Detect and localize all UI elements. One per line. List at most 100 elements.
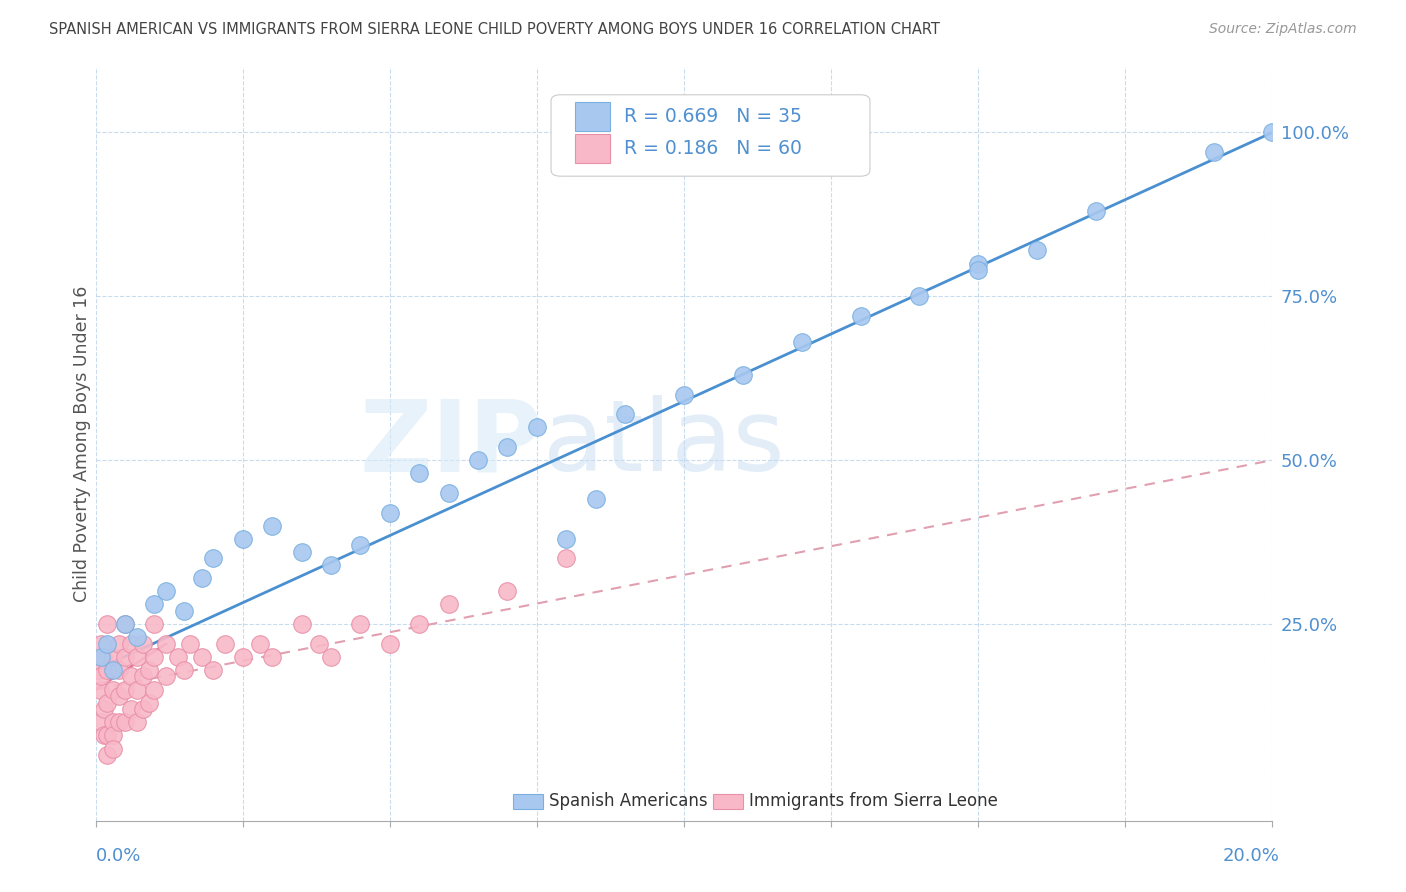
Point bbox=[319, 649, 342, 664]
Point bbox=[103, 728, 125, 742]
Point bbox=[349, 538, 371, 552]
Point bbox=[96, 617, 118, 632]
Point bbox=[262, 649, 284, 664]
Point bbox=[114, 617, 136, 632]
Text: ZIP: ZIP bbox=[360, 395, 543, 492]
Point bbox=[120, 669, 142, 683]
Y-axis label: Child Poverty Among Boys Under 16: Child Poverty Among Boys Under 16 bbox=[73, 285, 91, 602]
Point bbox=[585, 492, 607, 507]
Point bbox=[496, 440, 519, 454]
Point bbox=[202, 663, 225, 677]
Bar bbox=[575, 134, 610, 162]
Point bbox=[108, 663, 131, 677]
Point bbox=[1261, 125, 1284, 139]
Point bbox=[167, 649, 190, 664]
Point bbox=[138, 663, 160, 677]
Point bbox=[1202, 145, 1225, 160]
Point bbox=[308, 637, 330, 651]
Point bbox=[555, 551, 578, 566]
Point bbox=[496, 584, 519, 599]
Point bbox=[103, 649, 125, 664]
Point bbox=[108, 637, 131, 651]
Point bbox=[232, 532, 254, 546]
Point bbox=[290, 545, 312, 559]
Point bbox=[155, 637, 177, 651]
Text: atlas: atlas bbox=[543, 395, 785, 492]
Point bbox=[378, 506, 401, 520]
Point bbox=[1026, 244, 1049, 258]
Point bbox=[103, 682, 125, 697]
Point bbox=[91, 649, 114, 664]
Point bbox=[125, 630, 148, 644]
Text: Spanish Americans: Spanish Americans bbox=[548, 792, 707, 810]
Point bbox=[90, 637, 112, 651]
Point bbox=[673, 387, 696, 401]
Point bbox=[90, 649, 112, 664]
Point bbox=[120, 702, 142, 716]
Point bbox=[555, 532, 578, 546]
Point bbox=[96, 663, 118, 677]
Point bbox=[731, 368, 754, 382]
FancyBboxPatch shape bbox=[551, 95, 870, 177]
Point bbox=[96, 637, 118, 651]
Point bbox=[173, 663, 195, 677]
Point bbox=[408, 467, 430, 481]
Point bbox=[155, 669, 177, 683]
Text: R = 0.186   N = 60: R = 0.186 N = 60 bbox=[624, 139, 801, 158]
Point bbox=[249, 637, 271, 651]
Text: Source: ZipAtlas.com: Source: ZipAtlas.com bbox=[1209, 22, 1357, 37]
Point bbox=[290, 617, 312, 632]
Point bbox=[967, 263, 990, 277]
Point bbox=[103, 663, 125, 677]
Text: Immigrants from Sierra Leone: Immigrants from Sierra Leone bbox=[749, 792, 998, 810]
Point bbox=[93, 728, 115, 742]
Bar bbox=[513, 794, 543, 808]
Point bbox=[93, 702, 115, 716]
Point bbox=[96, 748, 118, 763]
Point bbox=[526, 420, 548, 434]
Point bbox=[114, 682, 136, 697]
Point bbox=[131, 637, 153, 651]
Point bbox=[190, 649, 212, 664]
Point bbox=[138, 696, 160, 710]
Point bbox=[262, 518, 284, 533]
Point bbox=[908, 289, 931, 303]
Text: R = 0.669   N = 35: R = 0.669 N = 35 bbox=[624, 107, 801, 126]
Bar bbox=[713, 794, 742, 808]
Point bbox=[87, 663, 110, 677]
Point bbox=[131, 669, 153, 683]
Point bbox=[790, 335, 813, 350]
Point bbox=[131, 702, 153, 716]
Point bbox=[614, 407, 637, 421]
Point bbox=[967, 256, 990, 270]
Point bbox=[143, 682, 166, 697]
Text: 0.0%: 0.0% bbox=[96, 847, 141, 865]
Point bbox=[125, 682, 148, 697]
Point bbox=[408, 617, 430, 632]
Point bbox=[179, 637, 201, 651]
Point bbox=[202, 551, 225, 566]
Point bbox=[155, 584, 177, 599]
Point bbox=[103, 741, 125, 756]
Point bbox=[849, 309, 872, 323]
Point bbox=[437, 598, 460, 612]
Point bbox=[108, 715, 131, 730]
Point bbox=[89, 682, 111, 697]
Text: 20.0%: 20.0% bbox=[1223, 847, 1279, 865]
Point bbox=[349, 617, 371, 632]
Point bbox=[125, 715, 148, 730]
Point bbox=[378, 637, 401, 651]
Point bbox=[190, 571, 212, 585]
Point bbox=[90, 669, 112, 683]
Point bbox=[173, 604, 195, 618]
Point bbox=[114, 649, 136, 664]
Point bbox=[214, 637, 236, 651]
Point bbox=[232, 649, 254, 664]
Point bbox=[96, 728, 118, 742]
Point bbox=[467, 453, 489, 467]
Point bbox=[103, 715, 125, 730]
Point bbox=[96, 696, 118, 710]
Point bbox=[437, 486, 460, 500]
Point bbox=[120, 637, 142, 651]
Point bbox=[143, 617, 166, 632]
